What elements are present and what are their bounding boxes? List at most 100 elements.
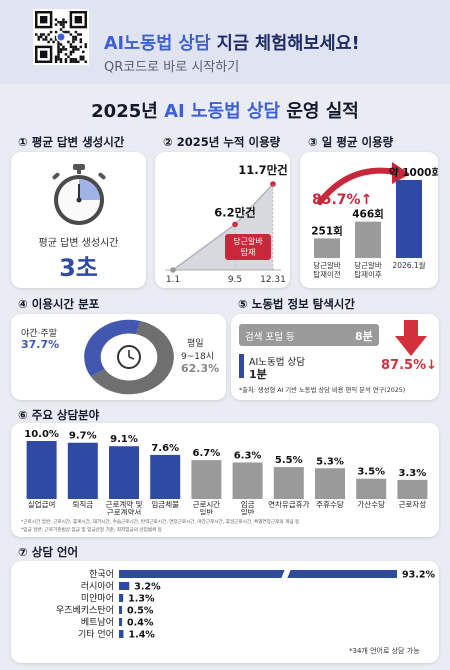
language-value-label: 1.4% <box>128 630 155 641</box>
language-label: 미얀마어 <box>81 592 114 604</box>
qr-module <box>54 23 58 26</box>
language-label: 러시아어 <box>81 581 114 592</box>
field-category-label: 일반 <box>199 508 213 515</box>
qr-module <box>62 25 65 29</box>
field-bar <box>315 468 345 499</box>
daily-bar <box>355 221 381 258</box>
sec6-title: ⑥ 주요 상담분야 <box>18 408 100 422</box>
field-category-label: 근로자성 <box>399 500 427 509</box>
qr-module <box>74 38 78 41</box>
sec6-card: 10.0% 실업급여 9.7% 퇴직금 9.1% 근로계약 및 근로계약서 7.6% 임금체불 6… <box>11 423 439 537</box>
sec2-callout-line1: 당근알바 <box>233 237 263 246</box>
field-bar <box>67 442 98 499</box>
qr-module <box>47 40 50 44</box>
qr-module <box>74 60 78 63</box>
sec1-card: 평균 답변 생성시간 3초 <box>11 152 146 288</box>
qr-module <box>64 30 68 34</box>
sec5-title: ⑤ 노동법 정보 탐색시간 <box>238 297 355 311</box>
qr-module <box>57 58 60 61</box>
language-bar <box>119 618 122 626</box>
qr-module <box>74 45 78 49</box>
donut-slice <box>84 319 141 377</box>
field-value-label: 6.3% <box>234 450 262 461</box>
qr-module <box>57 40 60 44</box>
qr-module <box>62 48 65 51</box>
growth-arrow-head <box>392 162 410 184</box>
growth-arrow-curve <box>317 167 399 205</box>
qr-module <box>54 60 58 63</box>
qr-module <box>64 60 68 63</box>
qr-module <box>79 45 83 49</box>
qr-module <box>62 18 65 21</box>
bar-category-label: 당근알바 <box>354 260 382 270</box>
qr-finder-core <box>39 15 48 24</box>
language-value-label: 3.2% <box>134 582 161 593</box>
axis-break-mark <box>281 569 291 579</box>
qr-module <box>77 33 80 36</box>
qr-headline-highlight: AI노동법 상담 <box>104 34 211 54</box>
qr-module <box>72 40 75 44</box>
qr-module <box>47 33 50 36</box>
qr-module <box>69 43 73 46</box>
qr-subline: QR코드로 바로 시작하기 <box>104 60 240 75</box>
sec5-bar-ai <box>239 354 244 378</box>
daily-bar <box>396 180 422 258</box>
field-category-label: 연차유급휴가 <box>268 500 309 509</box>
language-label: 기타 언어 <box>78 628 114 640</box>
qr-module <box>59 50 63 54</box>
value-label: 11.7만건 <box>238 163 288 177</box>
field-category-label: 임금 <box>241 500 255 509</box>
qr-module <box>59 58 63 61</box>
qr-module <box>64 53 68 56</box>
qr-module <box>72 50 75 54</box>
bar-value-label: 466회 <box>352 208 384 221</box>
field-value-label: 6.7% <box>193 448 221 459</box>
language-bar <box>119 582 130 590</box>
qr-module <box>54 30 58 34</box>
field-value-label: 5.3% <box>316 456 344 467</box>
time-distribution-donut <box>84 319 174 395</box>
language-bar <box>119 594 124 602</box>
sec7-card: 한국어 93.2% 러시아어 3.2% 미얀마어 1.3% 우즈베키스탄어 0.5% 베트남어 0… <box>11 561 439 663</box>
qr-module <box>42 38 45 41</box>
qr-module <box>69 53 73 56</box>
qr-module <box>44 35 48 39</box>
cumulative-usage-chart: 1.1 9.5 6.2만건 12.31 11.7만건 <box>165 163 288 285</box>
page-title-year: 2025년 <box>91 101 165 122</box>
sec5-reduction-arrow: ↓ <box>426 358 438 373</box>
qr-module <box>84 43 87 46</box>
sec2-callout: 당근알바 탑재 <box>225 234 271 260</box>
sec3-title: ③ 일 평균 이용량 <box>308 135 394 149</box>
qr-module <box>59 60 63 63</box>
qr-module <box>62 20 65 24</box>
qr-module <box>44 38 48 41</box>
field-value-label: 9.1% <box>110 434 138 445</box>
qr-module <box>74 30 78 34</box>
qr-module <box>72 38 75 41</box>
sec5-bar-portal-value: 8분 <box>355 330 373 343</box>
field-category-label: 퇴직금 <box>72 499 93 509</box>
qr-module <box>42 33 45 36</box>
qr-module <box>69 58 73 61</box>
qr-module <box>39 33 43 36</box>
qr-module <box>59 48 63 51</box>
qr-module <box>62 30 65 34</box>
qr-module <box>57 48 60 51</box>
field-bar <box>273 467 304 499</box>
qr-module <box>79 33 83 36</box>
qr-logo-dot <box>57 33 65 41</box>
field-bar <box>26 441 57 499</box>
qr-module <box>77 60 80 63</box>
qr-module <box>54 18 58 21</box>
sec5-bar-portal <box>239 324 379 346</box>
qr-module <box>64 20 68 24</box>
qr-module <box>72 35 75 39</box>
language-label: 베트남어 <box>81 617 114 628</box>
qr-code[interactable] <box>33 9 89 65</box>
qr-header: AI노동법 상담 지금 체험해보세요! QR코드로 바로 시작하기 <box>0 0 450 84</box>
field-bar <box>397 479 428 499</box>
qr-module <box>69 60 73 63</box>
qr-module <box>79 38 83 41</box>
